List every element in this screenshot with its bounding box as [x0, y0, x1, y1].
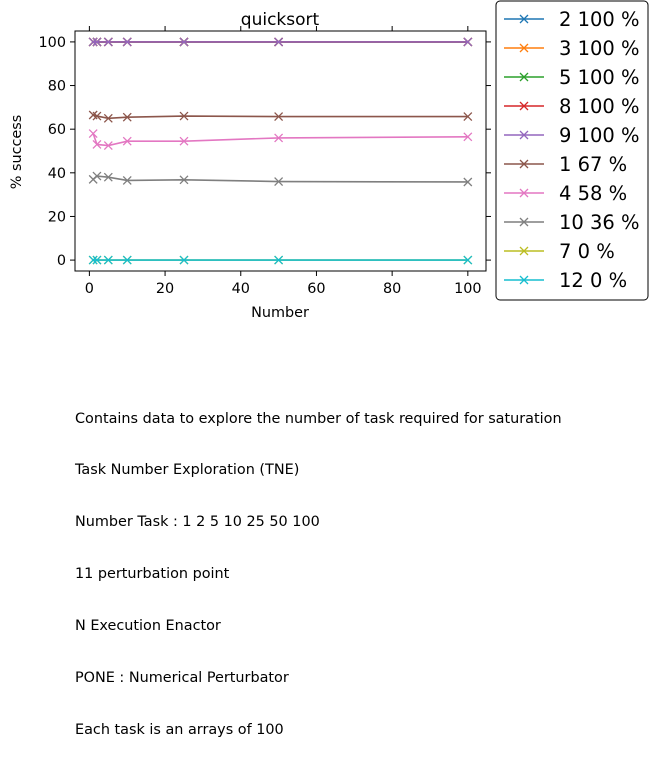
- data-point: [179, 136, 189, 146]
- data-point: [519, 130, 529, 140]
- x-tick-label: 20: [156, 281, 174, 297]
- y-tick-label: 40: [48, 166, 66, 182]
- x-tick-label: 40: [232, 281, 250, 297]
- caption-line: PONE : Numerical Perturbator: [75, 670, 289, 687]
- data-point: [103, 172, 113, 182]
- data-point: [92, 255, 102, 265]
- description-text: Contains data to explore the number of t…: [75, 376, 562, 757]
- data-point: [179, 37, 189, 47]
- caption-line: Each task is an arrays of 100: [75, 721, 284, 738]
- legend-label: 12 0 %: [559, 269, 627, 292]
- x-tick-label: 0: [85, 281, 94, 297]
- data-point: [519, 14, 529, 24]
- chart-title: quicksort: [241, 10, 320, 30]
- y-tick-label: 60: [48, 122, 66, 138]
- data-point: [92, 171, 102, 181]
- y-tick-label: 100: [39, 35, 66, 51]
- data-point: [519, 246, 529, 256]
- data-point: [122, 37, 132, 47]
- data-point: [463, 177, 473, 187]
- legend-label: 7 0 %: [559, 240, 615, 263]
- data-point: [179, 255, 189, 265]
- chart: quicksort Number % success 0 20 40 60 80 100 0…: [9, 0, 649, 321]
- data-point: [463, 112, 473, 121]
- legend-label: 10 36 %: [559, 211, 640, 234]
- data-point: [122, 112, 132, 122]
- data-point: [519, 159, 529, 169]
- legend-label: 8 100 %: [559, 95, 640, 118]
- caption-line: Task Number Exploration (TNE): [75, 462, 300, 479]
- legend-label: 4 58 %: [559, 182, 627, 205]
- data-point: [274, 37, 284, 47]
- data-point: [92, 111, 102, 121]
- data-point: [103, 255, 113, 265]
- data-point: [463, 132, 473, 142]
- legend-label: 5 100 %: [559, 66, 640, 89]
- legend-label: 9 100 %: [559, 124, 640, 147]
- data-point: [519, 101, 529, 111]
- x-tick-label: 60: [307, 281, 325, 297]
- data-point: [103, 37, 113, 47]
- data-point: [122, 136, 132, 146]
- data-point: [92, 139, 102, 149]
- caption-line: N Execution Enactor: [75, 618, 221, 635]
- data-point: [463, 255, 473, 265]
- data-point: [88, 255, 98, 265]
- legend-box: [495, 0, 649, 301]
- y-tick-label: 80: [48, 79, 66, 95]
- data-point: [274, 112, 284, 121]
- data-point: [274, 255, 284, 265]
- data-point: [103, 141, 113, 151]
- x-axis-label: Number: [251, 305, 309, 321]
- data-point: [122, 255, 132, 265]
- x-tick-label: 80: [383, 281, 401, 297]
- data-point: [519, 275, 529, 285]
- data-point: [519, 188, 529, 198]
- plot-frame: [74, 30, 487, 272]
- data-point: [519, 217, 529, 227]
- data-point: [463, 37, 473, 47]
- data-point: [103, 113, 113, 123]
- y-tick-label: 0: [57, 253, 66, 269]
- x-tick-label: 100: [454, 281, 481, 297]
- data-point: [88, 129, 98, 139]
- data-point: [179, 175, 189, 185]
- data-point: [274, 177, 284, 187]
- y-tick-label: 20: [48, 209, 66, 225]
- data-point: [88, 37, 98, 47]
- legend-label: 3 100 %: [559, 37, 640, 60]
- legend-label: 1 67 %: [559, 153, 627, 176]
- caption-line: Number Task : 1 2 5 10 25 50 100: [75, 514, 320, 531]
- data-point: [519, 43, 529, 53]
- y-axis-label: % success: [9, 115, 25, 190]
- data-point: [92, 37, 102, 47]
- caption-line: Contains data to explore the number of t…: [75, 410, 562, 427]
- data-point: [122, 175, 132, 185]
- data-point: [179, 111, 189, 121]
- data-point: [519, 72, 529, 82]
- legend-label: 2 100 %: [559, 8, 640, 31]
- caption-line: 11 perturbation point: [75, 566, 230, 583]
- data-point: [274, 133, 284, 143]
